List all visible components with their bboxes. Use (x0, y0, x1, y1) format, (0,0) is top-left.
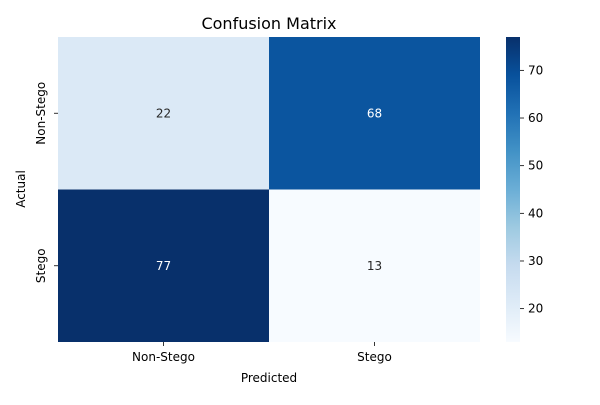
heatmap-cells (58, 37, 480, 342)
heatmap-cell (269, 37, 480, 190)
heatmap-cell-labels: 22 68 77 13 (156, 106, 382, 273)
heatmap-cell (269, 189, 480, 342)
y-axis-label: Actual (14, 170, 28, 208)
chart-title: Confusion Matrix (201, 14, 336, 33)
colorbar-tick-label: 50 (528, 159, 543, 173)
y-axis-ticks: Non-Stego Stego (34, 82, 58, 283)
colorbar-tick-label: 30 (528, 254, 543, 268)
colorbar (506, 37, 520, 342)
cell-value-label: 22 (156, 106, 171, 120)
x-axis-label: Predicted (241, 371, 297, 385)
heatmap-cell (58, 189, 269, 342)
cell-value-label: 13 (367, 259, 382, 273)
colorbar-tick-label: 40 (528, 206, 543, 220)
y-tick-label: Non-Stego (34, 82, 48, 145)
colorbar-tick-label: 70 (528, 63, 543, 77)
cell-value-label: 77 (156, 259, 171, 273)
x-tick-label: Stego (357, 350, 392, 364)
x-tick-label: Non-Stego (132, 350, 195, 364)
colorbar-tick-label: 60 (528, 111, 543, 125)
x-axis-ticks: Non-Stego Stego (132, 342, 392, 364)
colorbar-ticks: 20 30 40 50 60 70 (520, 63, 543, 316)
y-tick-label: Stego (34, 248, 48, 283)
colorbar-tick-label: 20 (528, 302, 543, 316)
heatmap-cell (58, 37, 269, 190)
cell-value-label: 68 (367, 106, 382, 120)
